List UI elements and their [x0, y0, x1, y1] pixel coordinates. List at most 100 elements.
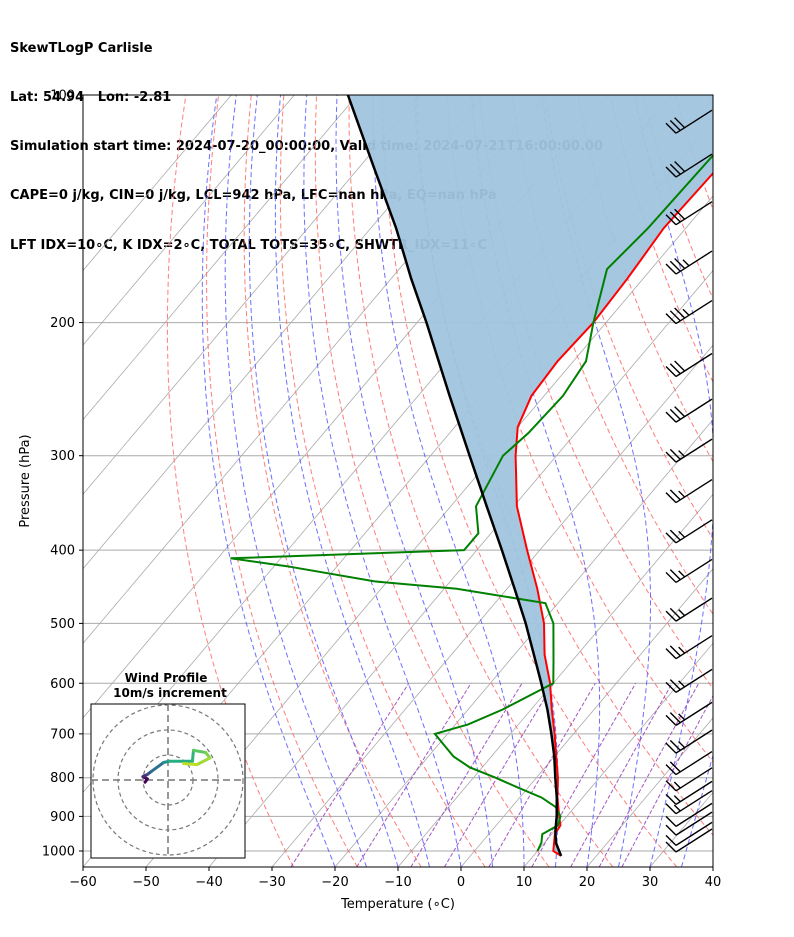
barb-staff [675, 558, 713, 584]
barb-feather [665, 681, 677, 693]
barb-feather [669, 739, 681, 751]
barb-staff [675, 790, 713, 815]
wind-barb [665, 398, 713, 423]
barb-staff [675, 828, 713, 853]
cin-shading [347, 95, 713, 856]
wind-barb [665, 153, 713, 178]
wind-barb [665, 299, 713, 325]
moist-adiabat [633, 95, 713, 867]
wind-barb [665, 597, 713, 622]
barb-feather [669, 569, 681, 581]
dry-adiabat [773, 95, 794, 867]
mixing-ratio-line [570, 683, 673, 867]
barb-staff [675, 802, 713, 827]
x-tick-label: −40 [195, 875, 222, 890]
wind-barb [665, 802, 713, 827]
wind-barb [665, 750, 713, 776]
hodograph-segment [182, 762, 199, 767]
wind-barb [665, 821, 713, 846]
mixing-ratio-line [621, 694, 713, 867]
moist-adiabat [201, 95, 336, 867]
wind-barb [665, 478, 713, 504]
wind-barb [665, 828, 713, 853]
wind-barb [665, 519, 713, 544]
y-tick-label: 1000 [42, 844, 75, 859]
moist-adiabat [303, 95, 462, 867]
inset-title: Wind Profile [125, 671, 208, 685]
barb-feather [665, 122, 677, 134]
wind-barbs [665, 109, 713, 853]
barb-feather [674, 258, 686, 270]
mixing-ratio-line [356, 683, 472, 867]
barb-staff [675, 668, 713, 693]
dry-adiabat [279, 95, 486, 867]
mixing-ratio-line [410, 683, 523, 867]
isotherm-line [145, 195, 713, 867]
parcel-profile-line [346, 95, 563, 857]
barb-feather [665, 571, 677, 583]
barb-feather [669, 607, 681, 619]
x-tick-label: −10 [384, 875, 411, 890]
y-tick-label: 300 [50, 449, 75, 464]
isotherm-line [523, 642, 713, 867]
barb-staff [675, 635, 713, 660]
moist-adiabat [248, 95, 399, 867]
barb-feather [669, 645, 681, 657]
barb-staff [675, 352, 713, 378]
wind-profile-inset: Wind Profile 10m/s increment [90, 671, 246, 859]
barb-feather [678, 680, 686, 688]
dry-adiabat [206, 95, 358, 867]
moist-adiabat [372, 95, 525, 867]
barb-feather [665, 214, 677, 226]
y-tick-label: 600 [50, 677, 75, 692]
barb-feather [674, 161, 686, 173]
y-tick-label: 100 [50, 89, 75, 104]
isotherm-line [83, 95, 358, 421]
barb-feather [674, 360, 686, 372]
barb-staff [675, 299, 713, 325]
barb-feather [665, 780, 677, 792]
x-axis: −60 −50 −40 −30 −20 −10 0 10 20 30 40 [69, 867, 721, 890]
mixing-ratio-line [598, 683, 700, 867]
x-tick-label: −30 [258, 875, 285, 890]
hodograph-segment [195, 756, 212, 767]
barb-staff [675, 250, 713, 275]
barb-feather [669, 529, 681, 541]
isotherm-line [397, 493, 713, 867]
barb-feather [665, 263, 677, 275]
y-tick-label: 500 [50, 617, 75, 632]
isotherm-line [83, 95, 484, 570]
isotherm-line [334, 419, 713, 867]
barb-feather [665, 834, 677, 846]
barb-staff [675, 701, 713, 726]
wind-barb [665, 729, 713, 754]
barb-feather [665, 793, 677, 805]
barb-feather [665, 313, 677, 325]
barb-feather [665, 532, 677, 544]
mixing-ratio-line [488, 683, 596, 867]
hodograph-segment [190, 748, 195, 763]
barb-feather [669, 408, 681, 420]
y-axis-label: Pressure (hPa) [18, 434, 33, 527]
x-axis-label: Temperature (∘C) [340, 897, 455, 912]
barb-feather [665, 166, 677, 178]
wind-barb [665, 438, 713, 463]
barb-staff [675, 109, 713, 134]
barb-staff [675, 597, 713, 622]
inset-subtitle: 10m/s increment [113, 686, 227, 700]
x-tick-label: 40 [705, 875, 722, 890]
barb-feather [673, 781, 681, 789]
barb-staff [675, 821, 713, 846]
y-tick-label: 200 [50, 316, 75, 331]
dry-adiabat [314, 95, 550, 867]
x-tick-label: 10 [516, 875, 533, 890]
dry-adiabat [707, 95, 713, 113]
barb-feather [669, 712, 681, 724]
y-tick-label: 400 [50, 544, 75, 559]
title-station: SkewTLogP Carlisle [10, 40, 153, 56]
barb-feather [665, 366, 677, 378]
x-tick-label: 20 [579, 875, 596, 890]
isotherm-line [83, 95, 295, 346]
x-tick-label: 30 [642, 875, 659, 890]
wind-barb [665, 201, 713, 226]
